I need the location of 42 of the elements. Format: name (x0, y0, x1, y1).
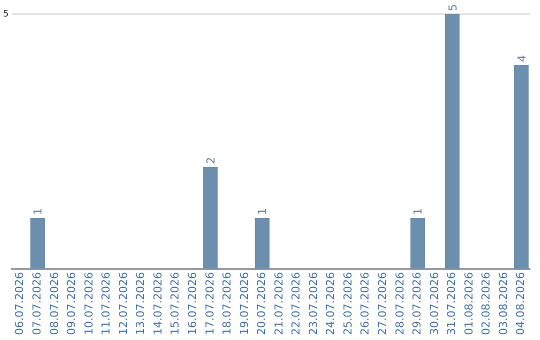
data-label: 5 (446, 4, 460, 11)
x-tick-label: 19.07.2026 (238, 272, 251, 336)
data-label: 4 (515, 55, 528, 62)
x-tick-label: 04.08.2026 (514, 272, 528, 336)
x-tick-label: 13.07.2026 (134, 272, 148, 336)
x-tick-label: 30.07.2026 (428, 272, 441, 336)
x-tick-label: 10.07.2026 (82, 272, 96, 336)
x-tick-label: 20.07.2026 (255, 272, 268, 336)
x-tick-label: 23.07.2026 (306, 272, 320, 336)
x-tick-label: 11.07.2026 (100, 272, 113, 336)
x-tick-label: 22.07.2026 (290, 272, 303, 336)
data-label: 1 (32, 208, 45, 216)
x-tick-label: 27.07.2026 (376, 272, 390, 336)
x-tick-label: 12.07.2026 (116, 272, 130, 336)
data-label: 1 (256, 208, 270, 216)
x-tick-label: 02.08.2026 (480, 272, 493, 336)
x-tick-label: 18.07.2026 (220, 272, 234, 336)
x-tick-label: 06.07.2026 (13, 272, 26, 336)
x-tick-label: 28.07.2026 (393, 272, 406, 336)
x-tick-label: 14.07.2026 (151, 272, 164, 336)
x-tick-label: 16.07.2026 (186, 272, 199, 336)
bar (30, 218, 45, 270)
bar (203, 167, 218, 270)
x-tick-label: 31.07.2026 (445, 272, 458, 336)
x-tick-label: 03.08.2026 (496, 272, 510, 336)
x-tick-label: 29.07.2026 (410, 272, 424, 336)
bar (254, 218, 270, 270)
data-label: 1 (412, 208, 425, 216)
x-tick-label: 07.07.2026 (30, 272, 44, 336)
x-tick-label: 25.07.2026 (341, 272, 354, 336)
data-label: 2 (204, 157, 218, 164)
bar (410, 218, 426, 270)
x-tick-label: 24.07.2026 (324, 272, 338, 336)
x-tick-label: 17.07.2026 (203, 272, 216, 336)
x-tick-label: 08.07.2026 (48, 272, 61, 336)
bar (444, 14, 460, 270)
x-tick-label: 26.07.2026 (358, 272, 372, 336)
bar (514, 65, 529, 270)
x-tick-label: 21.07.2026 (272, 272, 286, 336)
x-tick-label: 15.07.2026 (168, 272, 182, 336)
x-tick-label: 09.07.2026 (65, 272, 78, 336)
x-tick-label: 01.08.2026 (462, 272, 476, 336)
